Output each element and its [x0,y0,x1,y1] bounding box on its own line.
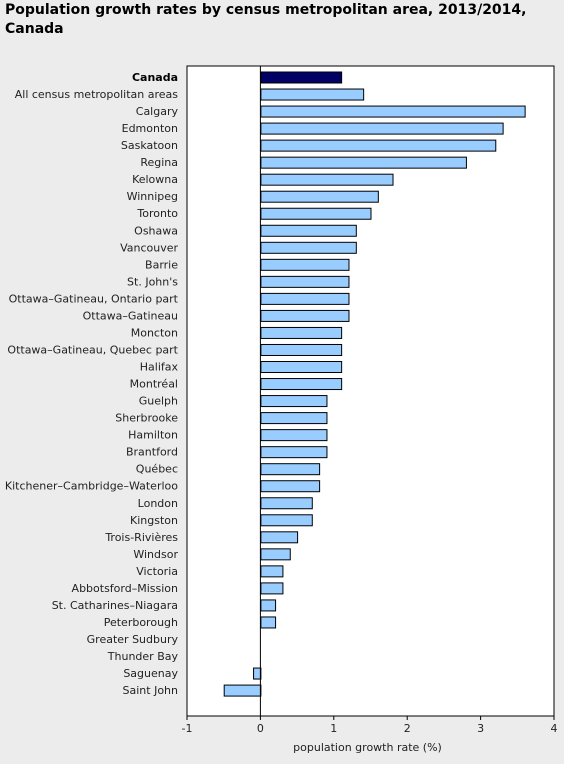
bar [260,463,321,476]
bar [260,224,357,237]
bar [260,514,313,527]
category-label: Winnipeg [127,190,178,203]
category-label: Regina [140,156,178,169]
bar [260,309,350,322]
bar [260,88,365,101]
category-label: Toronto [136,207,178,220]
x-tick-label: 2 [404,722,411,735]
bar [260,446,328,459]
bar [260,497,313,510]
bar [260,190,379,203]
category-label: Hamilton [128,429,178,442]
category-label: Trois-Rivières [104,531,178,544]
chart-title: Population growth rates by census metrop… [5,2,527,37]
category-label: Halifax [140,361,179,374]
x-tick-label: 0 [257,722,264,735]
category-label: Saint John [123,684,179,697]
bar [223,684,262,697]
category-label: Kingston [130,514,178,527]
category-label: Barrie [145,258,178,271]
category-label: Québec [136,463,178,476]
bar [260,565,284,578]
category-label: Saskatoon [121,139,178,152]
bar [260,292,350,305]
bar [260,71,343,84]
bar [260,122,504,135]
bar [260,275,350,288]
category-label: Greater Sudbury [87,633,179,646]
category-label: All census metropolitan areas [15,88,179,101]
category-label: Kelowna [132,173,178,186]
category-label: Peterborough [104,616,178,629]
bar [260,105,526,118]
x-tick-label: 4 [551,722,558,735]
category-label: Ottawa–Gatineau, Ontario part [9,292,179,305]
bar [260,429,328,442]
category-label: London [138,497,178,510]
bar [260,531,299,544]
bar [260,599,277,612]
category-label: Calgary [136,105,179,118]
bar [260,139,497,152]
category-label: Windsor [133,548,178,561]
category-label: Canada [132,71,178,84]
category-label: Ottawa–Gatineau, Quebec part [7,343,178,356]
bar [260,480,321,493]
category-label: Vancouver [120,241,178,254]
bar [260,548,291,561]
bar [253,667,262,680]
category-label: Kitchener–Cambridge–Waterloo [5,480,178,493]
bar [260,343,343,356]
category-label: Brantford [126,446,178,459]
x-tick-label: 3 [477,722,484,735]
category-label: Montréal [130,378,178,391]
category-label: Oshawa [134,224,178,237]
category-label: St. John's [127,275,178,288]
category-label: Edmonton [122,122,178,135]
category-label: Sherbrooke [115,412,178,425]
category-label: Moncton [131,326,178,339]
x-axis-label: population growth rate (%) [293,741,442,754]
bar [260,616,277,629]
category-label: Thunder Bay [107,650,179,663]
category-label: Ottawa–Gatineau [83,309,178,322]
bar [260,207,372,220]
bar [260,395,328,408]
category-label: St. Catharines–Niagara [52,599,178,612]
bar [260,412,328,425]
bar [260,241,357,254]
category-label: Victoria [136,565,178,578]
bar [260,326,343,339]
bar [260,173,394,186]
x-tick-label: -1 [182,722,193,735]
category-label: Guelph [139,395,178,408]
x-tick-label: 1 [330,722,337,735]
bar [260,258,350,271]
bar [260,156,467,169]
bar [260,582,284,595]
bar [260,361,343,374]
category-label: Abbotsford–Mission [72,582,178,595]
category-label: Saguenay [123,667,178,680]
bar [260,378,343,391]
